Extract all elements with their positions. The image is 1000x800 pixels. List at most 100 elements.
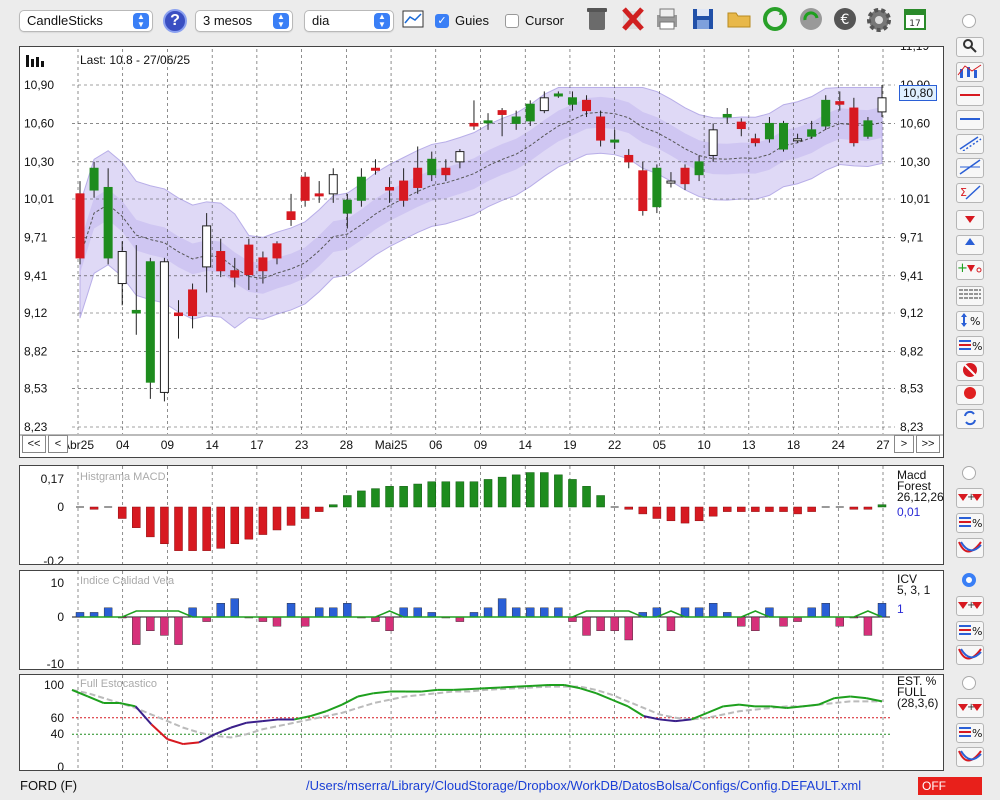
icv-bar — [286, 603, 296, 618]
svg-text:+: + — [957, 261, 968, 275]
macd-bar — [863, 506, 873, 510]
icv-signal-line — [80, 610, 883, 618]
panel-select-radio-main[interactable] — [962, 14, 976, 28]
macd-histogram[interactable]: 0,17 0 -0,2 — [20, 466, 943, 564]
current-price-badge: 10,80 — [899, 85, 938, 101]
macd-levels-button[interactable]: % — [956, 513, 984, 533]
stoch-k-segment — [706, 705, 724, 714]
horizontal-line-blue-button[interactable] — [956, 110, 984, 130]
guides-label: Guies — [455, 13, 489, 28]
chart-type-select[interactable]: CandleSticks ▲ ▼ — [19, 10, 153, 32]
candle-body — [610, 139, 620, 143]
candles-lines-icon — [957, 64, 982, 78]
macd-bar — [751, 506, 760, 512]
stoch-k-segment — [818, 697, 835, 706]
help-button[interactable]: ? — [163, 9, 187, 33]
stoch-signal-button[interactable]: + — [956, 698, 984, 718]
trash-icon[interactable] — [582, 6, 612, 36]
channel-tool-button[interactable] — [956, 134, 984, 154]
chart-lines-icon[interactable] — [400, 8, 426, 34]
y-tick-left: 9,71 — [24, 230, 48, 244]
blue-arrow-up-icon — [965, 238, 975, 245]
stoch-curve-button[interactable] — [956, 747, 984, 767]
icv-bar — [863, 616, 873, 636]
zoom-button[interactable] — [956, 37, 984, 57]
open-folder-icon[interactable] — [724, 6, 754, 36]
arrow-down-button[interactable] — [956, 210, 984, 230]
record-button[interactable] — [956, 385, 984, 405]
macd-bar — [357, 490, 366, 508]
icv-signal-button[interactable]: + — [956, 596, 984, 616]
nav-last-button[interactable]: >> — [916, 435, 940, 453]
candle-body — [314, 193, 324, 197]
stoch-k-segment — [373, 690, 390, 695]
horizontal-line-red-button[interactable] — [956, 86, 984, 106]
nav-prev-button[interactable]: < — [48, 435, 68, 453]
candle-body — [835, 101, 845, 105]
icv-levels-button[interactable]: % — [956, 621, 984, 641]
trendline-tool-button[interactable] — [956, 158, 984, 178]
macd-bar — [343, 495, 352, 508]
candle-body — [441, 167, 451, 176]
macd-y-tick: 0,17 — [41, 472, 65, 486]
stochastic-chart[interactable]: 100 60 40 0 — [20, 675, 943, 770]
print-icon[interactable] — [652, 6, 682, 36]
remove-all-button[interactable] — [956, 361, 984, 381]
guides-checkbox[interactable]: ✓ — [435, 14, 449, 28]
curves-icon — [958, 750, 982, 762]
icv-bar — [807, 607, 816, 618]
icv-chart[interactable]: 10 0 -10 — [20, 571, 943, 669]
icv-bar — [737, 616, 746, 627]
gear-icon[interactable] — [864, 6, 894, 36]
no-entry-icon — [963, 363, 977, 377]
euro-icon[interactable]: € — [830, 6, 860, 36]
y-tick-right: 10,30 — [900, 155, 930, 169]
svg-text:Σ: Σ — [960, 186, 967, 199]
delete-icon[interactable] — [618, 6, 648, 36]
nav-first-button[interactable]: << — [22, 435, 46, 453]
calendar-icon[interactable]: 17 — [900, 6, 930, 36]
panel-select-radio-icv[interactable] — [962, 573, 976, 587]
icv-bar — [146, 616, 155, 632]
stoch-y-tick: 0 — [57, 760, 64, 770]
icv-side-line: 5, 3, 1 — [897, 583, 931, 597]
refresh-icon[interactable] — [760, 6, 790, 36]
recycle-icon[interactable] — [796, 6, 826, 36]
stoch-k-segment — [516, 684, 533, 688]
levels-percent-button[interactable]: % — [956, 336, 984, 356]
date-tick: 23 — [295, 438, 309, 452]
levels-percent-icon: % — [959, 727, 982, 740]
candle-body — [356, 176, 366, 201]
interval-select[interactable]: dia ▲ ▼ — [304, 10, 394, 32]
cursor-checkbox[interactable] — [505, 14, 519, 28]
stoch-levels-button[interactable]: % — [956, 723, 984, 743]
macd-title: Histgrama MACD — [80, 471, 166, 483]
panel-select-radio-macd[interactable] — [962, 466, 976, 480]
list-lines-button[interactable] — [956, 286, 984, 306]
date-tick: 18 — [787, 438, 801, 452]
panel-select-radio-stoch[interactable] — [962, 676, 976, 690]
macd-signal-button[interactable]: + — [956, 488, 984, 508]
macd-curve-button[interactable] — [956, 538, 984, 558]
stoch-k-segment — [850, 695, 867, 700]
macd-bar — [849, 506, 859, 510]
period-select[interactable]: 3 mesos ▲ ▼ — [195, 10, 293, 32]
icv-bar — [216, 603, 225, 618]
swap-button[interactable] — [956, 409, 984, 429]
svg-text:+: + — [967, 492, 975, 503]
icv-curve-button[interactable] — [956, 645, 984, 665]
candlestick-chart[interactable]: 10,9010,9010,6010,6010,3010,3010,0110,01… — [20, 47, 943, 457]
config-path-link[interactable]: /Users/mserra/Library/CloudStorage/Dropb… — [306, 778, 862, 793]
save-icon[interactable] — [688, 6, 718, 36]
nav-next-button[interactable]: > — [894, 435, 914, 453]
macd-bar — [497, 476, 507, 508]
status-off-badge[interactable]: OFF — [918, 777, 982, 795]
arrow-up-button[interactable] — [956, 235, 984, 255]
indicator-overlay-button[interactable] — [956, 62, 984, 82]
candle-body — [145, 261, 155, 383]
chevron-updown-icon: ▲ ▼ — [273, 13, 289, 29]
range-percent-button[interactable]: % — [956, 311, 984, 331]
add-signal-button[interactable]: + — [956, 260, 984, 280]
sigma-tool-button[interactable]: Σ — [956, 183, 984, 203]
date-tick: 24 — [832, 438, 846, 452]
